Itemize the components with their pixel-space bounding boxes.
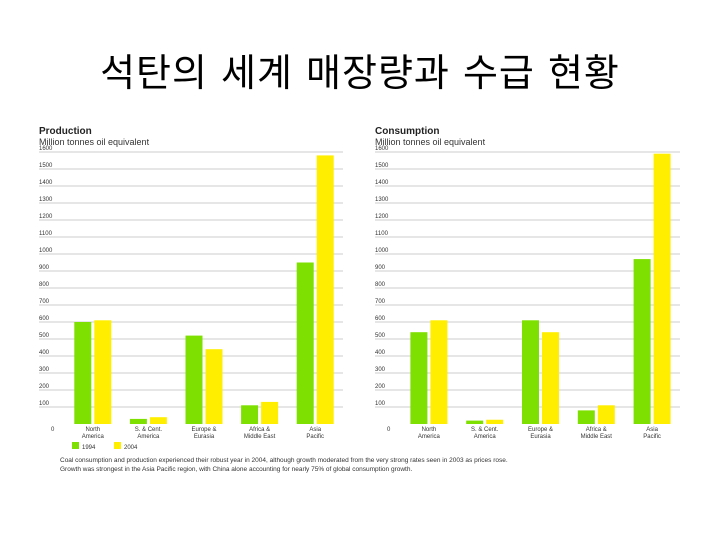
x-tick-label: Eurasia: [194, 434, 215, 440]
legend: 1994 2004: [72, 442, 138, 451]
y-tick-label: 500: [39, 333, 50, 339]
x-tick-label: Pacific: [306, 434, 324, 440]
y-tick-label: 400: [39, 350, 50, 356]
bar-2004: [316, 155, 334, 424]
y-tick-label: 1000: [39, 248, 53, 254]
y-tick-label: 1400: [375, 180, 389, 186]
y-tick-label: 1600: [375, 146, 389, 152]
y-tick-label: 1300: [39, 197, 53, 203]
caption: Coal consumption and production experien…: [60, 456, 660, 474]
y-tick-label: 1200: [375, 214, 389, 220]
x-tick-label: Asia: [646, 427, 658, 433]
chart-title: Consumption: [375, 126, 439, 137]
y-tick-label: 1500: [39, 163, 53, 169]
x-tick-label: S. & Cent.: [471, 427, 499, 433]
y-tick-label: 200: [39, 384, 50, 390]
y-tick-label: 1200: [39, 214, 53, 220]
y-tick-label: 1600: [39, 146, 53, 152]
y-tick-label: 800: [39, 282, 50, 288]
x-tick-label: Africa &: [249, 427, 270, 433]
bar-2004: [486, 419, 504, 424]
x-tick-label: Eurasia: [530, 434, 551, 440]
bar-1994: [522, 320, 539, 424]
y-tick-label: 100: [375, 401, 386, 407]
x-tick-label: Europe &: [528, 427, 553, 433]
bar-2004: [261, 401, 279, 424]
bar-1994: [410, 332, 428, 424]
slide-title: 석탄의 세계 매장량과 수급 현황: [100, 51, 620, 95]
x-tick-label: Middle East: [244, 434, 276, 440]
y-tick-label: 1100: [39, 231, 53, 237]
y-tick-label: 1000: [375, 248, 389, 254]
bar-1994: [129, 418, 147, 424]
y-tick-label: 700: [375, 299, 386, 305]
bar-2004: [149, 417, 167, 424]
y-tick-label: 500: [375, 333, 386, 339]
y-axis-label: Million tonnes oil equivalent: [39, 137, 150, 147]
bar-2004: [653, 153, 671, 424]
bar-2004: [597, 405, 615, 424]
y-tick-label: 1400: [39, 180, 53, 186]
bar-2004: [94, 320, 112, 424]
x-tick-label: Asia: [309, 427, 321, 433]
x-tick-label: S. & Cent.: [135, 427, 163, 433]
caption-line-1: Coal consumption and production experien…: [60, 457, 508, 464]
bar-2004: [430, 320, 448, 424]
y-tick-label: 1300: [375, 197, 389, 203]
bar-1994: [296, 262, 314, 424]
bar-1994: [74, 322, 92, 424]
x-tick-label: America: [474, 434, 497, 440]
legend-swatch-2004: [114, 442, 121, 449]
y-tick-label: 800: [375, 282, 386, 288]
y-tick-label: 400: [375, 350, 386, 356]
y-tick-label: 100: [39, 401, 50, 407]
y-tick-label: 1500: [375, 163, 389, 169]
legend-label-1994: 1994: [82, 445, 96, 451]
y-tick-label: 900: [39, 265, 50, 271]
legend-swatch-1994: [72, 442, 79, 449]
x-tick-label: America: [418, 434, 441, 440]
consumption-chart: Consumption Million tonnes oil equivalen…: [375, 126, 680, 440]
y-tick-label: 900: [375, 265, 386, 271]
y-tick-label: 600: [375, 316, 386, 322]
chart-title: Production: [39, 126, 92, 137]
y-tick-label: 200: [375, 384, 386, 390]
bar-1994: [185, 335, 203, 424]
bar-2004: [205, 349, 223, 424]
y-tick-label: 300: [375, 367, 386, 373]
bar-2004: [542, 332, 559, 424]
y-tick-label: 0: [387, 427, 391, 433]
x-tick-label: America: [82, 434, 105, 440]
caption-line-2: Growth was strongest in the Asia Pacific…: [60, 466, 413, 473]
x-tick-label: America: [137, 434, 160, 440]
legend-label-2004: 2004: [124, 445, 138, 451]
y-axis-label: Million tonnes oil equivalent: [375, 137, 486, 147]
production-chart: Production Million tonnes oil equivalent…: [39, 126, 343, 440]
x-tick-label: North: [422, 427, 437, 433]
y-tick-label: 600: [39, 316, 50, 322]
bar-1994: [466, 420, 484, 424]
x-tick-label: North: [85, 427, 100, 433]
y-tick-label: 0: [51, 427, 55, 433]
x-tick-label: Africa &: [586, 427, 607, 433]
y-tick-label: 700: [39, 299, 50, 305]
bar-1994: [577, 410, 595, 424]
y-tick-label: 1100: [375, 231, 389, 237]
bar-1994: [633, 259, 651, 424]
bar-1994: [241, 405, 259, 424]
x-tick-label: Middle East: [581, 434, 613, 440]
x-tick-label: Europe &: [191, 427, 216, 433]
y-tick-label: 300: [39, 367, 50, 373]
x-tick-label: Pacific: [643, 434, 661, 440]
